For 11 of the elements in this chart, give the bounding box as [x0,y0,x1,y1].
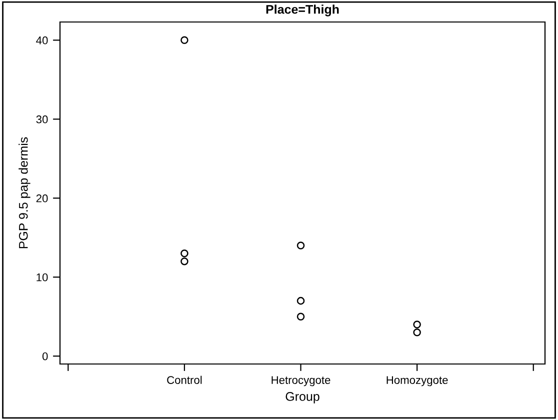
chart-title: Place=Thigh [266,4,339,16]
y-tick-label: 10 [36,273,48,282]
x-tick-label: Homozygote [386,376,448,386]
y-tick-label: 30 [36,115,48,124]
y-axis-title: PGP 9.5 pap dermis [18,137,30,248]
y-tick-label: 20 [36,194,48,202]
y-tick-label: 0 [42,352,48,360]
x-tick-label: Hetrocygote [272,376,330,386]
y-tick-label: 40 [36,36,48,44]
x-axis-title: Group [286,392,320,404]
x-tick-label: Control [167,376,202,384]
